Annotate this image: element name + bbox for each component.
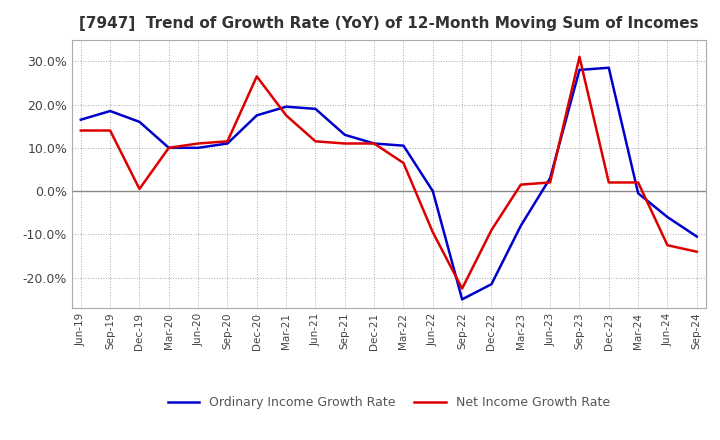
Ordinary Income Growth Rate [194, 145, 202, 150]
Ordinary Income Growth Rate [399, 143, 408, 148]
Ordinary Income Growth Rate [487, 282, 496, 287]
Net Income Growth Rate [164, 145, 173, 150]
Net Income Growth Rate [693, 249, 701, 254]
Net Income Growth Rate [341, 141, 349, 146]
Net Income Growth Rate [546, 180, 554, 185]
Net Income Growth Rate [106, 128, 114, 133]
Line: Net Income Growth Rate: Net Income Growth Rate [81, 57, 697, 289]
Ordinary Income Growth Rate [311, 106, 320, 111]
Ordinary Income Growth Rate [282, 104, 290, 109]
Net Income Growth Rate [428, 230, 437, 235]
Net Income Growth Rate [605, 180, 613, 185]
Ordinary Income Growth Rate [106, 108, 114, 114]
Net Income Growth Rate [458, 286, 467, 291]
Net Income Growth Rate [487, 227, 496, 233]
Ordinary Income Growth Rate [663, 214, 672, 220]
Net Income Growth Rate [194, 141, 202, 146]
Net Income Growth Rate [370, 141, 379, 146]
Net Income Growth Rate [253, 74, 261, 79]
Net Income Growth Rate [135, 186, 144, 191]
Ordinary Income Growth Rate [223, 141, 232, 146]
Legend: Ordinary Income Growth Rate, Net Income Growth Rate: Ordinary Income Growth Rate, Net Income … [163, 392, 615, 414]
Ordinary Income Growth Rate [546, 176, 554, 181]
Ordinary Income Growth Rate [605, 65, 613, 70]
Ordinary Income Growth Rate [428, 188, 437, 194]
Ordinary Income Growth Rate [516, 223, 525, 228]
Net Income Growth Rate [575, 54, 584, 59]
Ordinary Income Growth Rate [76, 117, 85, 122]
Net Income Growth Rate [282, 113, 290, 118]
Net Income Growth Rate [311, 139, 320, 144]
Net Income Growth Rate [516, 182, 525, 187]
Ordinary Income Growth Rate [370, 141, 379, 146]
Ordinary Income Growth Rate [575, 67, 584, 73]
Net Income Growth Rate [223, 139, 232, 144]
Ordinary Income Growth Rate [693, 234, 701, 239]
Net Income Growth Rate [663, 242, 672, 248]
Title: [7947]  Trend of Growth Rate (YoY) of 12-Month Moving Sum of Incomes: [7947] Trend of Growth Rate (YoY) of 12-… [79, 16, 698, 32]
Ordinary Income Growth Rate [458, 297, 467, 302]
Net Income Growth Rate [76, 128, 85, 133]
Ordinary Income Growth Rate [634, 191, 642, 196]
Ordinary Income Growth Rate [341, 132, 349, 137]
Ordinary Income Growth Rate [253, 113, 261, 118]
Ordinary Income Growth Rate [164, 145, 173, 150]
Line: Ordinary Income Growth Rate: Ordinary Income Growth Rate [81, 68, 697, 299]
Ordinary Income Growth Rate [135, 119, 144, 125]
Net Income Growth Rate [634, 180, 642, 185]
Net Income Growth Rate [399, 160, 408, 165]
